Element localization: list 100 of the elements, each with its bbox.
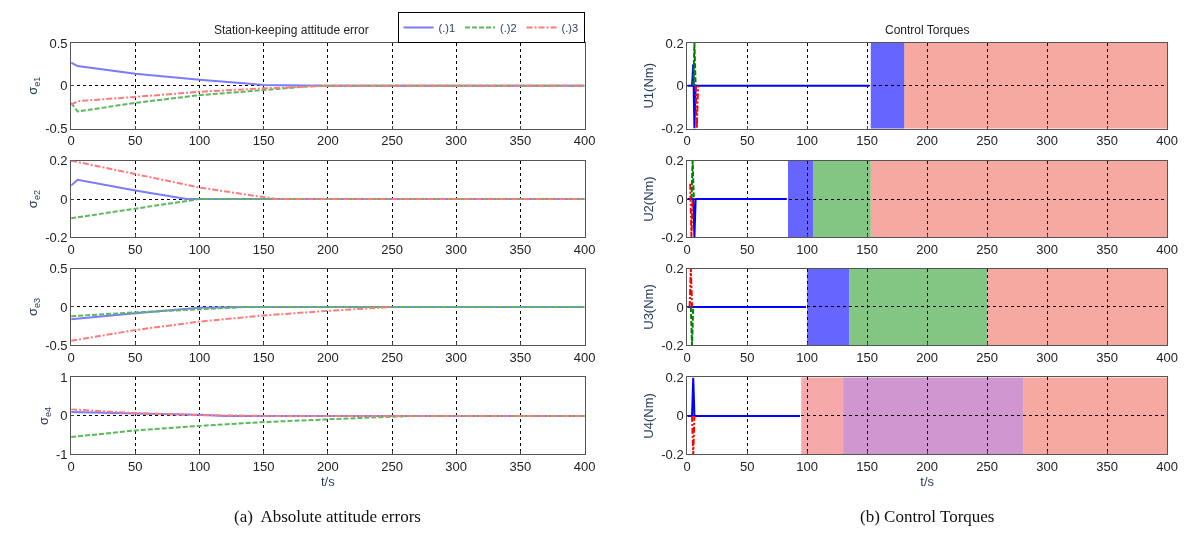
x-tick-label: 50 [128, 350, 143, 365]
x-tick-label: 150 [856, 458, 879, 474]
x-tick-label: 400 [573, 133, 596, 149]
y-tick-label: -0.2 [661, 121, 684, 137]
x-tick-label: 200 [916, 350, 938, 365]
x-tick-label: 350 [509, 242, 532, 258]
x-tick-label: 250 [381, 458, 403, 474]
chart-title: Station-keeping attitude error [214, 23, 369, 37]
line-series [71, 160, 585, 201]
legend-label: (.)1 [438, 21, 456, 34]
y-tick-label: 0.2 [665, 35, 684, 51]
line-series [71, 414, 585, 439]
x-tick-label: 400 [1156, 350, 1178, 365]
x-tick-label: 100 [188, 458, 211, 474]
y-tick-label: 1 [60, 370, 68, 386]
y-tick-label: 0 [60, 191, 68, 207]
y-tick-label: -0.2 [661, 337, 684, 353]
x-tick-label: 50 [128, 242, 143, 258]
x-tick-label: 300 [445, 458, 468, 474]
x-tick-label: 150 [252, 133, 275, 149]
x-tick-label: 250 [976, 350, 998, 365]
x-tick-label: 400 [573, 458, 596, 474]
x-tick-label: 50 [128, 133, 143, 149]
x-tick-label: 300 [1036, 458, 1058, 474]
x-tick-label: 250 [976, 133, 998, 149]
x-tick-label: 150 [856, 242, 879, 258]
x-tick-label: 400 [1156, 133, 1178, 149]
x-tick-label: 50 [739, 242, 755, 258]
y-axis-title: U2(Nm) [641, 176, 657, 222]
x-tick-label: 100 [188, 133, 211, 149]
x-tick-label: 200 [317, 133, 339, 149]
x-tick-label: 100 [796, 458, 819, 474]
x-tick-label: 400 [573, 242, 596, 258]
x-tick-label: 350 [1096, 133, 1118, 149]
y-tick-label: 0 [60, 78, 68, 94]
y-tick-label: 0.2 [665, 153, 684, 169]
x-tick-label: 100 [796, 133, 819, 149]
x-tick-label: 350 [1096, 242, 1118, 258]
x-tick-label: 150 [856, 133, 879, 149]
x-tick-label: 150 [856, 350, 879, 365]
legend-label: (.)3 [561, 21, 579, 34]
x-tick-label: 200 [317, 458, 339, 474]
x-tick-label: 200 [916, 458, 938, 474]
x-tick-label: 200 [317, 242, 339, 258]
x-tick-label: 300 [1036, 242, 1058, 258]
y-tick-label: 0.5 [49, 35, 68, 51]
y-tick-label: 0.2 [665, 261, 684, 277]
chart-title: Control Torques [885, 23, 970, 37]
x-tick-label: 50 [128, 458, 143, 474]
x-tick-label: 300 [1036, 350, 1058, 365]
y-tick-label: 0 [60, 299, 68, 315]
x-tick-label: 200 [317, 350, 339, 365]
x-tick-label: 350 [509, 350, 532, 365]
y-axis-title: U3(Nm) [641, 284, 657, 330]
y-axis-title: U1(Nm) [641, 63, 657, 109]
legend-label: (.)2 [500, 21, 517, 34]
x-tick-label: 50 [739, 458, 755, 474]
x-tick-label: 100 [796, 242, 819, 258]
y-axis-title: U4(Nm) [641, 393, 657, 439]
y-tick-label: 0 [676, 408, 684, 424]
x-tick-label: 250 [381, 133, 403, 149]
x-tick-label: 150 [252, 458, 275, 474]
x-tick-label: 400 [1156, 458, 1178, 474]
x-tick-label: 250 [976, 458, 998, 474]
y-tick-label: -0.2 [661, 230, 684, 246]
y-tick-label: 0.2 [49, 153, 68, 169]
x-tick-label: 250 [381, 350, 403, 365]
x-tick-label: 250 [381, 242, 403, 258]
x-tick-label: 350 [1096, 350, 1118, 365]
x-tick-label: 350 [509, 133, 532, 149]
x-tick-label: 200 [916, 133, 938, 149]
x-tick-label: 350 [1096, 458, 1118, 474]
x-tick-label: 400 [573, 350, 596, 365]
y-tick-label: -0.5 [45, 121, 68, 137]
x-tick-label: 400 [1156, 242, 1178, 258]
x-tick-label: 100 [188, 350, 211, 365]
x-tick-label: 200 [916, 242, 938, 258]
line-series [71, 305, 394, 342]
y-tick-label: -0.2 [45, 230, 68, 246]
x-tick-label: 100 [796, 350, 819, 365]
y-tick-label: -0.5 [45, 337, 68, 353]
y-tick-label: -1 [55, 446, 68, 462]
x-tick-label: 250 [976, 242, 998, 258]
y-tick-label: 0.2 [665, 370, 684, 386]
x-tick-label: 350 [509, 458, 532, 474]
x-tick-label: 50 [739, 133, 755, 149]
x-tick-label: 100 [188, 242, 211, 258]
y-tick-label: 0 [676, 299, 684, 315]
x-axis-title: t/s [320, 473, 336, 489]
y-tick-label: 0 [676, 191, 684, 207]
x-tick-label: 300 [445, 350, 468, 365]
x-tick-label: 150 [252, 350, 275, 365]
y-tick-label: 0 [60, 408, 68, 424]
x-tick-label: 150 [252, 242, 275, 258]
x-tick-label: 50 [739, 350, 755, 365]
x-tick-label: 300 [445, 133, 468, 149]
y-tick-label: -0.2 [661, 446, 684, 462]
y-tick-label: 0.5 [49, 261, 68, 277]
x-tick-label: 300 [445, 242, 468, 258]
y-tick-label: 0 [676, 78, 684, 94]
